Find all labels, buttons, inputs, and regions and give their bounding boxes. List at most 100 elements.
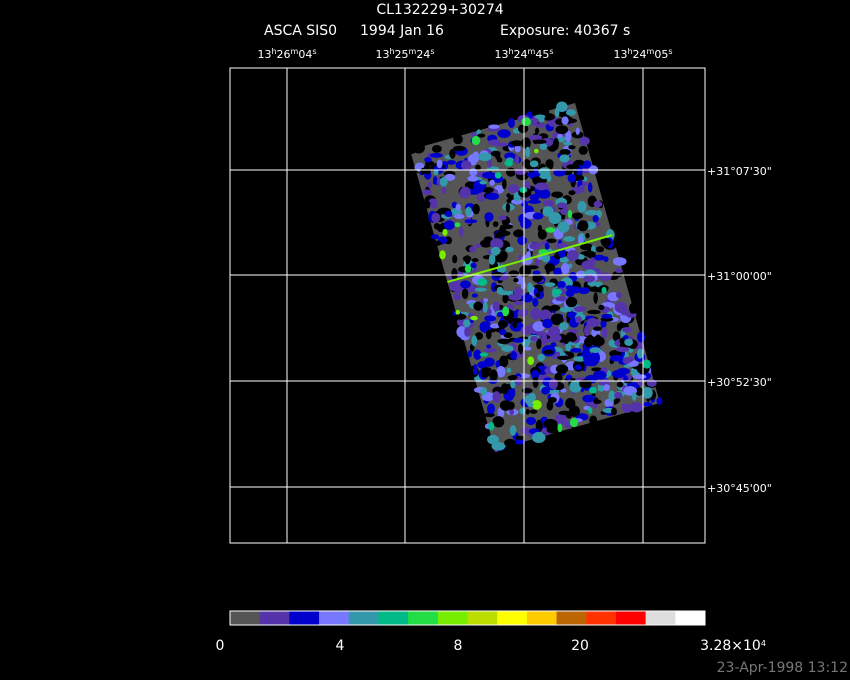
pixel-blob [603, 384, 610, 392]
pixel-blob [559, 256, 570, 263]
pixel-blob [587, 309, 601, 315]
pixel-blob [563, 336, 570, 345]
pixel-blob [500, 224, 514, 230]
pixel-blob [608, 390, 615, 403]
colorbar-swatch [348, 611, 379, 625]
pixel-blob [473, 349, 482, 360]
pixel-blob [480, 369, 490, 378]
pixel-blob [537, 285, 543, 293]
pixel-blob [565, 342, 572, 352]
pixel-blob [548, 378, 558, 390]
pixel-blob [554, 107, 560, 118]
pixel-blob [491, 271, 504, 277]
pixel-blob [469, 246, 477, 253]
bright-blob [624, 338, 634, 346]
pixel-blob [474, 332, 484, 340]
pixel-blob [542, 199, 554, 207]
pixel-blob [532, 321, 546, 332]
pixel-blob [578, 145, 588, 155]
dec-label: +31°00'00" [707, 270, 772, 283]
pixel-blob [589, 257, 596, 265]
colorbar-swatch [319, 611, 350, 625]
pixel-blob [589, 415, 598, 426]
bright-blob [538, 116, 545, 123]
timestamp: 23-Apr-1998 13:12 [717, 660, 848, 676]
pixel-blob [504, 438, 516, 448]
pixel-blob [471, 335, 478, 347]
pixel-blob [541, 113, 556, 121]
pixel-blob [574, 364, 582, 371]
pixel-blob [527, 199, 542, 204]
pixel-blob [476, 192, 487, 202]
pixel-blob [535, 419, 543, 432]
pixel-blob [568, 190, 576, 196]
ra-label-part: 24 [514, 48, 528, 61]
pixel-blob [577, 200, 587, 213]
pixel-blob [530, 307, 541, 320]
ra-label-part: h [271, 47, 276, 56]
dec-label: +30°52'30" [707, 376, 772, 389]
pixel-blob [629, 402, 644, 413]
colorbar-label-part: 4 [336, 638, 345, 654]
pixel-blob [535, 127, 540, 135]
ra-label: 13h24m45s [494, 47, 553, 61]
pixel-blob [483, 357, 495, 367]
pixel-blob [497, 129, 511, 139]
pixel-blob [452, 254, 458, 264]
pixel-blob [601, 326, 608, 339]
pixel-blob [544, 282, 556, 287]
pixel-blob [593, 293, 598, 303]
colorbar-frame [229, 610, 706, 626]
pixel-blob [493, 255, 507, 263]
bright-blob [601, 286, 607, 294]
ra-label-part: 04 [298, 48, 312, 61]
ra-label-part: s [668, 47, 672, 56]
colorbar-swatch [497, 611, 528, 625]
pixel-blob [515, 435, 525, 441]
bright-blob [541, 254, 551, 263]
pixel-blob [541, 386, 551, 395]
pixel-blob [507, 375, 518, 380]
pixel-blob [561, 116, 569, 125]
pixel-blob [556, 280, 566, 289]
ra-label: 13h24m05s [613, 47, 672, 61]
pixel-blob [557, 133, 563, 139]
pixel-blob [509, 425, 517, 436]
colorbar-label: 3.28×104 [700, 638, 766, 654]
bright-blob [502, 306, 510, 317]
bright-blob [642, 359, 651, 369]
colorbar-label-part: 20 [571, 638, 589, 654]
colorbar-label: 4 [336, 638, 345, 654]
ra-label-part: s [549, 47, 553, 56]
pixel-blob [489, 179, 495, 186]
pixel-blob [484, 315, 497, 322]
pixel-blob [529, 160, 539, 168]
pixel-blob [629, 302, 637, 314]
pixel-blob [623, 375, 629, 382]
pixel-blob [559, 154, 570, 163]
pixel-blob [505, 317, 514, 322]
pixel-blob [461, 288, 469, 300]
pixel-blob [598, 304, 605, 311]
pixel-blob [529, 242, 541, 250]
bright-blob [537, 353, 546, 362]
pixel-blob [495, 151, 501, 160]
pixel-blob [423, 164, 432, 175]
pixel-blob [575, 127, 580, 135]
pixel-blob [431, 240, 442, 246]
pixel-blob [527, 282, 533, 293]
ra-label: 13h26m04s [257, 47, 316, 61]
ra-label-part: h [389, 47, 394, 56]
pixel-blob [583, 160, 592, 169]
pixel-blob [498, 215, 507, 221]
pixel-blob [582, 394, 595, 403]
pixel-blob [532, 297, 539, 307]
pixel-blob [474, 287, 487, 292]
bright-blob [465, 206, 472, 216]
pixel-blob [534, 182, 549, 191]
pixel-blob [530, 335, 539, 342]
pixel-blob [498, 290, 510, 296]
pixel-blob [543, 349, 554, 355]
pixel-blob [471, 258, 479, 263]
pixel-blob [553, 137, 559, 150]
